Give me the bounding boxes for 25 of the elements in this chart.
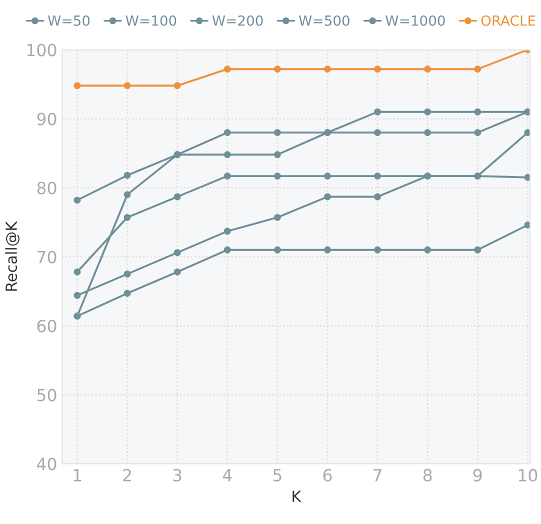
y-tick-label: 60 — [37, 320, 56, 332]
x-axis-title: K — [292, 490, 302, 502]
x-tick-label: 5 — [273, 469, 282, 482]
x-tick-label: 1 — [74, 469, 81, 482]
y-tick-label: 90 — [37, 112, 56, 126]
y-tick-label: 70 — [38, 250, 56, 264]
y-axis-title: Recall@K — [5, 221, 20, 291]
legend-label: W=1000 — [386, 15, 445, 26]
y-tick-label: 100 — [27, 44, 56, 56]
x-tick-label: 2 — [123, 468, 131, 482]
y-tick-label: 50 — [37, 388, 56, 402]
y-tick-label: 40 — [36, 458, 56, 470]
x-tick-label: 10 — [518, 468, 538, 482]
y-tick-label: 80 — [37, 182, 56, 194]
legend-label: W=100 — [126, 15, 176, 26]
x-tick-label: 6 — [323, 468, 332, 482]
legend-label: ORACLE — [481, 15, 536, 26]
x-tick-label: 9 — [473, 468, 482, 482]
legend-label: W=50 — [48, 15, 90, 26]
legend-label: W=200 — [212, 15, 263, 26]
x-tick-label: 4 — [222, 469, 232, 482]
x-tick-label: 3 — [173, 468, 182, 482]
x-tick-label: 7 — [374, 469, 382, 482]
legend-label: W=500 — [298, 15, 350, 26]
x-tick-label: 8 — [423, 468, 432, 482]
